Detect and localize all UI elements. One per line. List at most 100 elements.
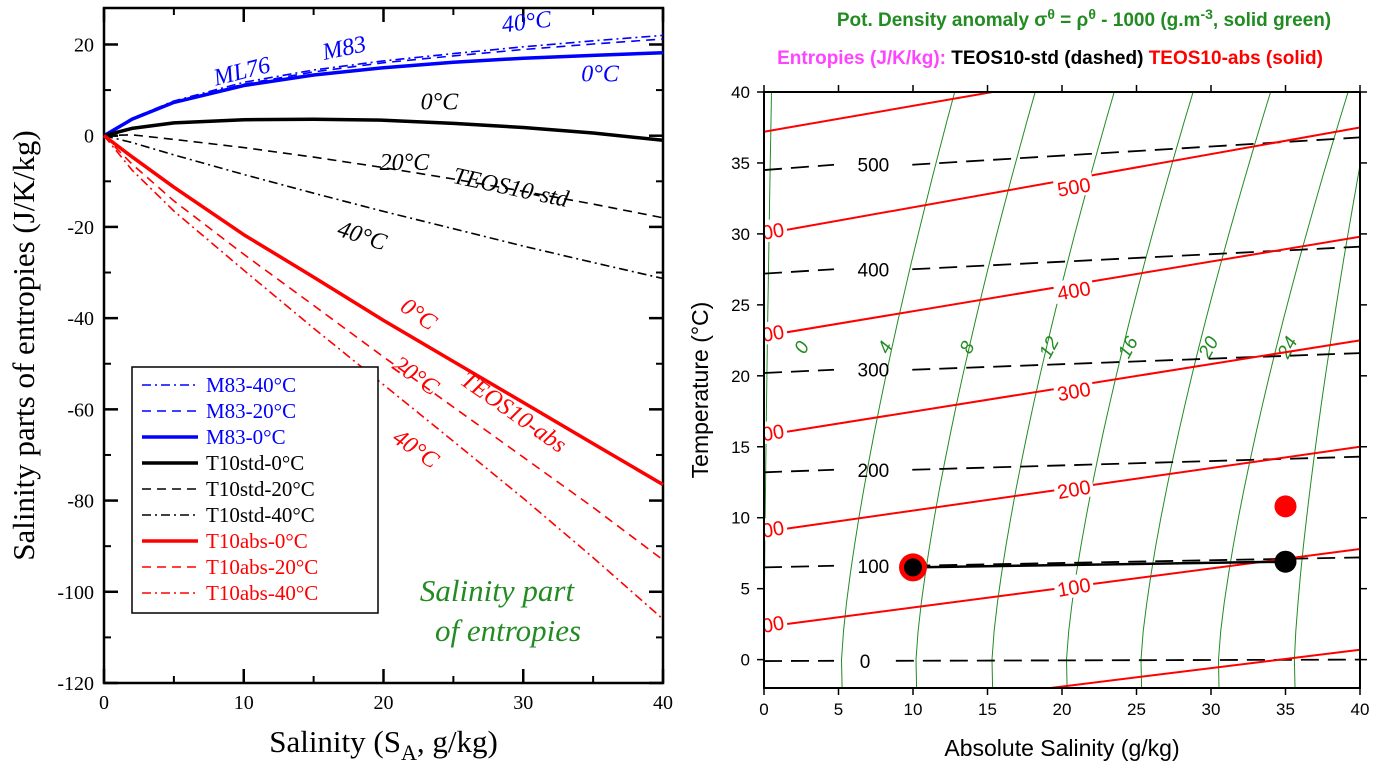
- abs-entropy-label-bg: [1052, 572, 1095, 601]
- state-point: [1274, 495, 1297, 518]
- chart-title-part: = ρ: [1055, 10, 1089, 31]
- x-tick-label: 35: [1276, 700, 1295, 719]
- std-entropy-label: 0: [860, 652, 871, 673]
- series-line-T10abs-40°C: [103, 135, 664, 620]
- x-axis-label-main: Salinity (S: [269, 724, 401, 759]
- std-entropy-label: 300: [858, 361, 890, 382]
- std-entropy-label: 500: [858, 156, 890, 177]
- chart-subtitle-part: Entropies (J/K/kg):: [777, 48, 951, 69]
- legend-label: T10abs-20°C: [206, 555, 318, 579]
- abs-entropy-label: 00: [760, 421, 786, 447]
- abs-entropy-label: 00: [760, 517, 786, 543]
- x-tick-label: 40: [653, 692, 673, 714]
- right-chart: Pot. Density anomaly σθ = ρθ - 1000 (g.m…: [687, 6, 1370, 761]
- state-segment: [912, 560, 1286, 569]
- y-tick-label: 5: [741, 580, 750, 599]
- state-point: [904, 558, 922, 577]
- legend-label: T10abs-0°C: [206, 529, 308, 553]
- y-axis-label: Salinity parts of entropies (J/K/kg): [6, 130, 41, 561]
- y-axis-label: Temperature (°C): [687, 302, 713, 479]
- abs-entropy-label-bg: [1052, 376, 1095, 405]
- curve-annotation: 0°C: [421, 89, 460, 115]
- std-entropy-label: 100: [858, 557, 890, 578]
- abs-entropy-label-bg: [1052, 171, 1095, 201]
- caption-line: of entropies: [435, 613, 581, 648]
- std-entropy-contour: [764, 564, 835, 569]
- y-tick-label: 40: [731, 83, 750, 102]
- x-tick-label: 30: [513, 692, 533, 714]
- y-tick-label: -100: [57, 582, 94, 604]
- x-tick-label: 10: [234, 692, 254, 714]
- state-point: [1274, 550, 1297, 573]
- abs-entropy-label: 00: [760, 321, 786, 347]
- series-line-M83-20°C: [103, 38, 664, 137]
- legend-label: T10std-0°C: [206, 451, 304, 475]
- y-tick-label: 30: [731, 225, 750, 244]
- chart-title-part: - 1000 (g.m: [1096, 10, 1201, 31]
- y-tick-label: -40: [67, 308, 94, 330]
- legend-label: T10std-20°C: [206, 477, 315, 501]
- std-entropy-contour: [895, 658, 1360, 662]
- y-tick-label: -120: [57, 673, 94, 695]
- chart-title-part: Pot. Density anomaly σ: [837, 10, 1047, 31]
- legend: M83-40°CM83-20°CM83-0°CT10std-0°CT10std-…: [131, 366, 379, 614]
- x-tick-label: 20: [1053, 700, 1072, 719]
- x-tick-label: 5: [834, 700, 843, 719]
- legend-box: [131, 366, 379, 614]
- series-line-T10std-40°C: [103, 134, 664, 280]
- x-tick-label: 25: [1127, 700, 1146, 719]
- y-tick-label: 25: [731, 296, 750, 315]
- std-entropy-contour: [912, 136, 1360, 166]
- y-tick-label: 35: [731, 154, 750, 173]
- curve-annotation: 20°C: [380, 150, 431, 176]
- x-tick-label: 15: [978, 700, 997, 719]
- legend-label: M83-0°C: [206, 425, 286, 449]
- curve-annotation: 40°C: [500, 6, 553, 38]
- x-tick-label: 30: [1202, 700, 1221, 719]
- density-contour: [1140, 92, 1272, 688]
- legend-label: T10abs-40°C: [206, 581, 318, 605]
- std-entropy-label: 400: [858, 260, 890, 281]
- chart-title-part: , solid green): [1213, 10, 1331, 31]
- abs-entropy-label-bg: [1052, 474, 1095, 503]
- abs-entropy-label: 00: [760, 612, 786, 638]
- legend-label: M83-40°C: [206, 373, 296, 397]
- y-tick-label: 20: [731, 367, 750, 386]
- x-tick-label: 20: [374, 692, 394, 714]
- caption-line: Salinity part: [420, 573, 576, 608]
- x-tick-label: 0: [759, 700, 768, 719]
- series-line-T10std-0°C: [103, 117, 664, 143]
- legend-label: M83-20°C: [206, 399, 296, 423]
- density-contour: [1217, 92, 1349, 688]
- std-entropy-contour: [764, 268, 835, 275]
- x-tick-label: 10: [904, 700, 923, 719]
- x-tick-label: 40: [1351, 700, 1370, 719]
- y-tick-label: -60: [67, 399, 94, 421]
- series-group: [102, 34, 664, 620]
- density-contour: [840, 92, 956, 688]
- x-axis-label-sub: A: [401, 740, 417, 765]
- std-entropy-contour: [912, 556, 1360, 567]
- x-tick-label: 0: [99, 692, 109, 714]
- y-tick-label: 0: [84, 126, 94, 148]
- chart-subtitle-part: TEOS10-std (dashed): [951, 48, 1148, 69]
- x-axis-label-tail: , g/kg): [417, 724, 498, 759]
- x-axis-label: Salinity (SA, g/kg): [269, 724, 498, 765]
- y-tick-label: 0: [741, 651, 750, 670]
- series-line-T10abs-0°C: [102, 134, 664, 487]
- std-entropy-contour: [912, 245, 1360, 271]
- y-tick-label: 15: [731, 438, 750, 457]
- abs-entropy-label: 00: [760, 219, 786, 245]
- series-line-T10std-20°C: [103, 134, 664, 219]
- chart-title-part: θ: [1047, 6, 1055, 22]
- left-chart: 0 10 20 30 40 20 0 -20 -40 -60 -80 -100 -120 Salinity…: [6, 6, 673, 765]
- x-axis-label: Absolute Salinity (g/kg): [944, 735, 1179, 761]
- std-entropy-label: 200: [858, 461, 890, 482]
- chart-title: Pot. Density anomaly σθ = ρθ - 1000 (g.m…: [837, 6, 1331, 31]
- y-tick-label: 10: [731, 509, 750, 528]
- std-entropy-contour: [912, 455, 1360, 471]
- chart-subtitle-part: TEOS10-abs (solid): [1149, 48, 1323, 69]
- curve-annotation: 0°C: [581, 61, 620, 87]
- std-entropy-contour: [764, 163, 835, 171]
